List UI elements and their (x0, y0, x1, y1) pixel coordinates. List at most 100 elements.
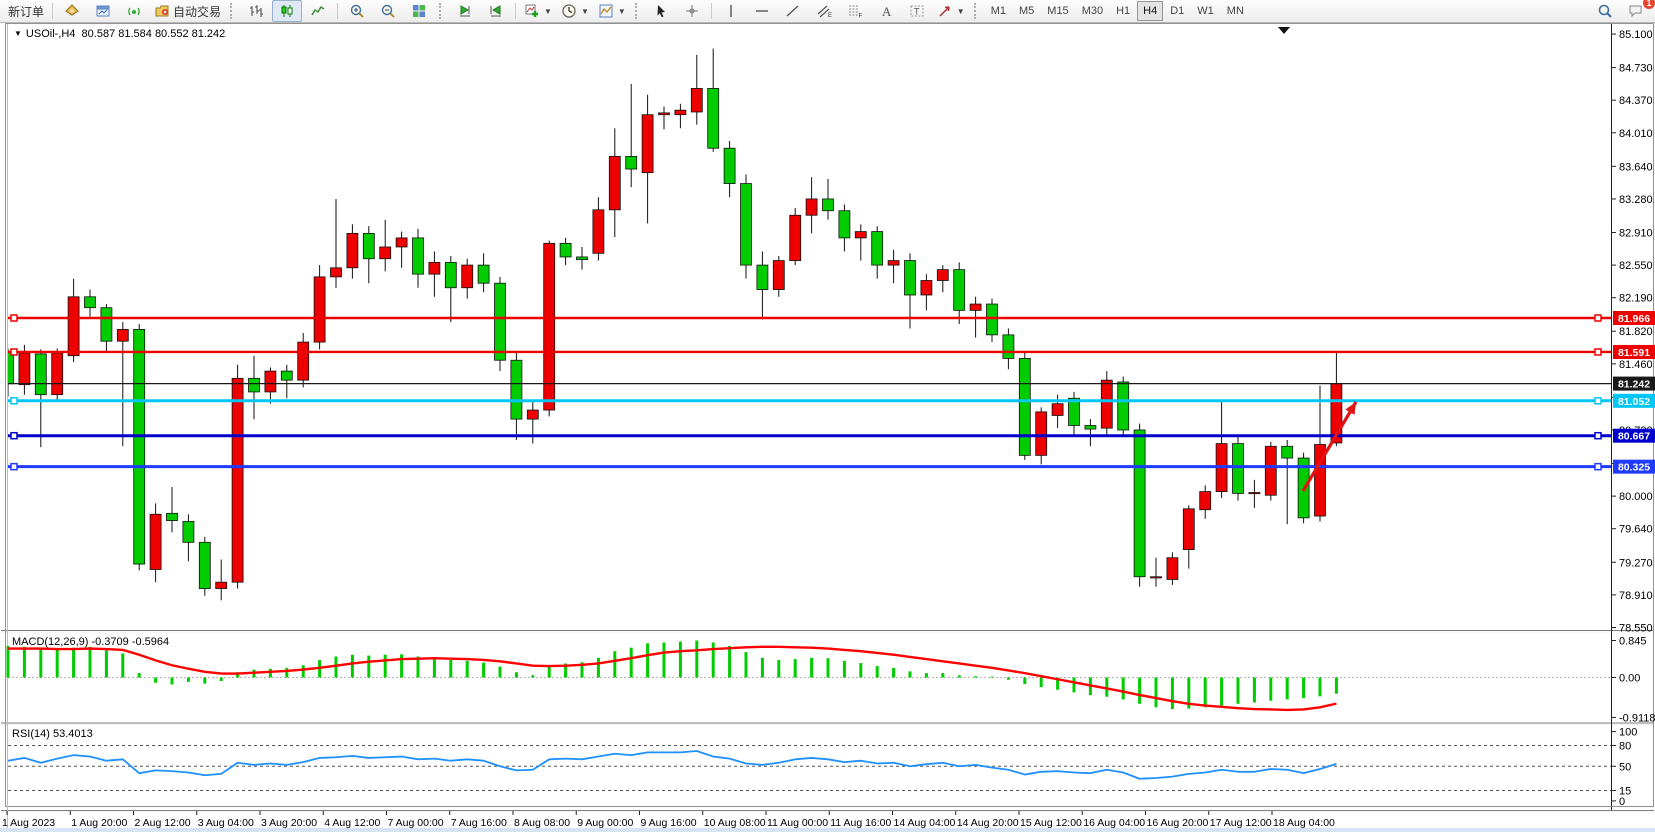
bull-candle (1035, 411, 1048, 456)
gold-ingot-icon[interactable] (57, 0, 87, 22)
chart-canvas[interactable]: 85.100 84.730 84.370 84.010 83.640 83.280 82.9… (0, 23, 1655, 832)
timeframe-button-h4[interactable]: H4 (1137, 1, 1164, 21)
macd-axis-label: 0.845 (1619, 635, 1647, 647)
horizontal-lines[interactable]: 81.966 81.591 81.242 81.052 80.667 80.325 (8, 311, 1655, 474)
dropdown-caret-icon[interactable]: ▼ (580, 6, 589, 16)
tile-windows-icon[interactable] (404, 0, 434, 22)
bull-candle (789, 214, 802, 261)
text-icon: A (882, 4, 892, 19)
periods-icon[interactable]: ▼ (557, 0, 593, 22)
shapes-icon[interactable]: ▼ (933, 0, 969, 22)
trendline-icon[interactable] (778, 0, 808, 22)
bear-candle (822, 198, 834, 212)
bar-chart-icon[interactable] (241, 0, 271, 22)
auto-scroll-icon[interactable] (450, 0, 480, 22)
vertical-line-icon[interactable] (716, 0, 746, 22)
bull-candle (854, 231, 867, 239)
toolbar-separator (515, 3, 517, 19)
channel-icon[interactable]: E (809, 0, 839, 22)
price-tick-label: 83.280 (1619, 194, 1653, 206)
chart-window[interactable]: 85.100 84.730 84.370 84.010 83.640 83.280 82.9… (0, 23, 1655, 832)
time-tick-label: 8 Aug 08:00 (514, 817, 570, 829)
bear-candle (1084, 425, 1097, 430)
timeframe-button-m5[interactable]: M5 (1019, 5, 1035, 17)
timeframe-button-mn[interactable]: MN (1226, 5, 1244, 17)
horizontal-line-icon[interactable] (747, 0, 777, 22)
signal-icon[interactable] (119, 0, 149, 22)
svg-text:A: A (882, 4, 892, 19)
time-axis[interactable]: 1 Aug 2023 1 Aug 20:00 2 Aug 12:00 3 Aug 04… (2, 811, 1335, 829)
fibonacci-icon: F (848, 5, 862, 20)
bull-candle (543, 242, 556, 411)
crosshair-icon[interactable] (677, 0, 707, 22)
zoom-in-icon[interactable] (342, 0, 372, 22)
bull-candle (690, 88, 703, 113)
cursor-icon[interactable] (646, 0, 676, 22)
search-icon[interactable] (1590, 0, 1620, 22)
indicators-icon[interactable]: ▼ (520, 0, 556, 22)
zoom-out-icon[interactable] (373, 0, 403, 22)
chart-shift-icon (490, 5, 502, 17)
time-tick-label: 3 Aug 20:00 (261, 817, 317, 829)
bear-candle (723, 147, 736, 184)
candlestick-chart-icon[interactable] (272, 0, 303, 22)
terminal-window-icon[interactable] (88, 0, 118, 22)
bear-candle (477, 264, 490, 284)
price-tick-label: 78.550 (1619, 622, 1653, 634)
svg-text:F: F (858, 14, 862, 20)
bull-candle (428, 261, 441, 275)
toolbar-separator (52, 3, 54, 19)
bull-candle (1182, 508, 1195, 550)
bull-candle (887, 260, 900, 266)
timeframe-button-m30[interactable]: M30 (1081, 5, 1104, 17)
rsi-line (7, 750, 1337, 780)
timeframe-button-h1[interactable]: H1 (1116, 5, 1131, 17)
dropdown-caret-icon[interactable]: ▼ (544, 6, 552, 16)
time-tick-label: 16 Aug 04:00 (1083, 817, 1145, 829)
bear-candle (1232, 443, 1244, 494)
line-chart-icon[interactable] (303, 0, 333, 22)
toolbar-drag-handle[interactable] (973, 3, 980, 19)
bear-candle (100, 307, 113, 342)
bear-candle (510, 359, 523, 420)
price-tick-label: 82.550 (1619, 260, 1653, 272)
svg-text:81.242: 81.242 (1618, 379, 1650, 391)
timeframe-button-m1[interactable]: M1 (990, 5, 1006, 17)
fibonacci-icon[interactable]: F (840, 0, 870, 22)
time-tick-label: 1 Aug 20:00 (71, 817, 127, 829)
bull-candle (51, 352, 64, 396)
window-frame (1, 23, 1654, 829)
arrow-annotation[interactable] (1301, 401, 1358, 492)
autotrading-button[interactable]: 自动交易 (150, 0, 225, 22)
text-icon[interactable]: A (871, 0, 901, 22)
price-tick-label: 80.000 (1619, 491, 1653, 503)
chart-shift-icon[interactable] (481, 0, 511, 22)
chat-icon[interactable]: 1 (1621, 0, 1655, 22)
dropdown-caret-icon[interactable]: ▼ (617, 6, 626, 16)
line-selection-handle (1594, 462, 1602, 471)
svg-text:80.667: 80.667 (1618, 431, 1650, 443)
line-chart-icon (311, 5, 325, 16)
toolbar-drag-handle[interactable] (634, 3, 641, 19)
bull-candle (297, 341, 310, 381)
timeframe-button-d1[interactable]: D1 (1170, 5, 1185, 17)
timeframe-button-m15[interactable]: M15 (1047, 5, 1069, 17)
toolbar-drag-handle[interactable] (439, 3, 445, 19)
price-tick-label: 84.730 (1619, 63, 1653, 75)
bear-candle (84, 296, 96, 309)
text-label-icon[interactable]: T (902, 0, 932, 22)
timeframe-button-w1[interactable]: W1 (1197, 5, 1214, 17)
bear-candle (8, 351, 14, 385)
terminal-window-icon (96, 5, 110, 17)
vertical-line-icon (730, 5, 732, 17)
dropdown-caret-icon[interactable]: ▼ (956, 6, 965, 16)
scroll-end-marker-icon[interactable] (1278, 27, 1290, 34)
new-order-button[interactable]: 新订单 (4, 0, 48, 22)
price-tick-label: 84.370 (1619, 95, 1653, 107)
time-tick-label: 15 Aug 12:00 (1020, 817, 1082, 829)
bull-candle (1166, 557, 1179, 580)
auto-scroll-icon (460, 5, 471, 17)
templates-icon[interactable]: ▼ (594, 0, 630, 22)
toolbar-drag-handle[interactable] (230, 3, 236, 19)
search-icon (1598, 4, 1612, 18)
